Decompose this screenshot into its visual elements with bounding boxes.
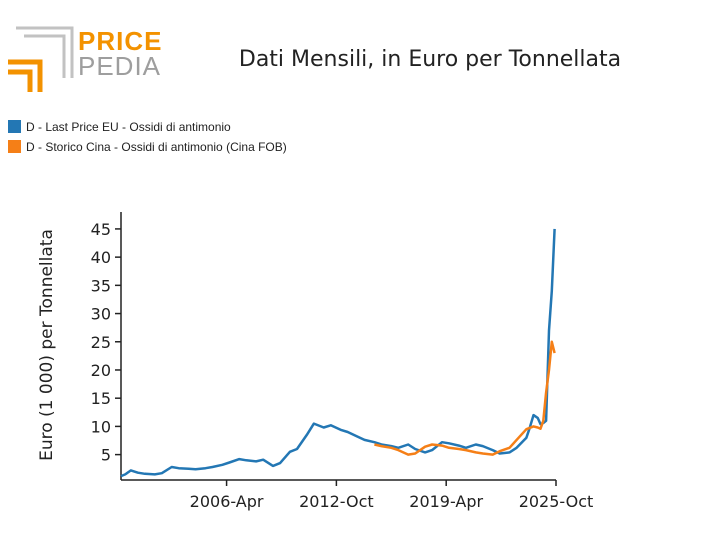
x-ticks: 2006-Apr 2012-Oct 2019-Apr 2025-Oct [190,480,594,511]
series-line-orange [374,340,556,456]
legend: D - Last Price EU - Ossidi di antimonio … [8,120,287,154]
chart-title: Dati Mensili, in Euro per Tonnellata [239,47,621,72]
y-tick-label: 30 [91,305,111,324]
legend-item-blue[interactable]: D - Last Price EU - Ossidi di antimonio [8,120,231,134]
legend-item-orange[interactable]: D - Storico Cina - Ossidi di antimonio (… [8,140,287,154]
x-tick-label: 2012-Oct [299,492,374,511]
y-tick-label: 20 [91,361,111,380]
y-tick-label: 45 [91,220,111,239]
y-tick-label: 35 [91,276,111,295]
series-line-blue [120,228,556,478]
x-tick-label: 2006-Apr [190,492,264,511]
y-ticks: 5 10 15 20 25 30 35 40 45 [91,220,121,465]
logo-line2: PEDIA [78,51,161,81]
y-tick-label: 25 [91,333,111,352]
x-tick-label: 2025-Oct [519,492,594,511]
legend-swatch-orange [8,140,21,153]
y-tick-label: 15 [91,389,111,408]
logo-line1: PRICE [78,26,162,56]
y-tick-label: 40 [91,248,111,267]
series-layer [120,228,556,478]
logo-mark-icon [8,26,74,92]
y-axis-label: Euro (1 000) per Tonnellata [37,229,57,461]
y-tick-label: 5 [101,446,111,465]
legend-label-blue: D - Last Price EU - Ossidi di antimonio [26,120,231,134]
y-tick-label: 10 [91,417,111,436]
pricepedia-logo: PRICE PEDIA [8,26,162,92]
x-tick-label: 2019-Apr [409,492,483,511]
legend-swatch-blue [8,120,21,133]
legend-label-orange: D - Storico Cina - Ossidi di antimonio (… [26,140,287,154]
